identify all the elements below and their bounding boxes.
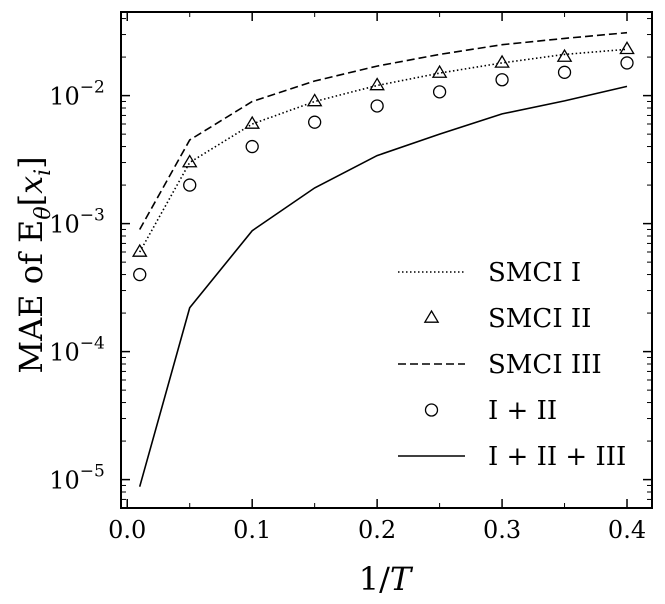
y-tick-label: 10−3 bbox=[49, 206, 105, 239]
data-point-i-ii bbox=[183, 178, 197, 192]
data-point-smci-ii bbox=[619, 41, 635, 55]
x-axis-label: 1/T bbox=[359, 560, 414, 598]
series-line-i-ii-iii bbox=[138, 85, 628, 487]
legend-label-i-ii-iii: I + II + III bbox=[488, 442, 626, 472]
data-point-smci-ii bbox=[494, 54, 510, 68]
legend-label-i-ii: I + II bbox=[488, 396, 557, 426]
legend-label-smci-iii: SMCI III bbox=[488, 350, 602, 380]
series-line-smci-i bbox=[139, 48, 628, 253]
data-point-smci-ii bbox=[181, 154, 198, 168]
series-layer bbox=[131, 31, 635, 487]
x-tick-label: 0.3 bbox=[483, 516, 521, 544]
y-axis-label: MAE of Eθ[xi] bbox=[12, 156, 56, 373]
data-point-i-ii bbox=[557, 65, 572, 79]
x-tick-label: 0.2 bbox=[358, 516, 396, 544]
plot-frame bbox=[120, 11, 653, 509]
data-point-i-ii bbox=[133, 267, 147, 282]
data-point-i-ii bbox=[620, 56, 634, 70]
data-point-smci-ii bbox=[131, 243, 148, 257]
x-tick-label: 0.1 bbox=[233, 516, 271, 544]
y-tick-label: 10−4 bbox=[49, 334, 105, 367]
data-point-i-ii bbox=[245, 139, 259, 154]
x-tick-label: 0.4 bbox=[608, 516, 646, 544]
legend-handle-i-ii bbox=[424, 403, 439, 417]
data-point-smci-ii bbox=[556, 48, 573, 62]
data-point-i-ii bbox=[308, 115, 322, 129]
legend-handle-smci-ii bbox=[423, 309, 440, 323]
legend: SMCI I SMCI II SMCI III I + II I + II + III bbox=[398, 258, 626, 472]
data-point-i-ii bbox=[495, 73, 509, 87]
legend-label-smci-ii: SMCI II bbox=[488, 304, 591, 334]
x-tick-label: 0.0 bbox=[108, 516, 146, 544]
y-tick-label: 10−5 bbox=[49, 462, 105, 495]
y-tick-label: 10−2 bbox=[49, 78, 105, 111]
data-point-i-ii bbox=[432, 85, 447, 99]
data-point-smci-ii bbox=[369, 77, 385, 91]
data-point-smci-ii bbox=[306, 93, 323, 107]
data-point-smci-ii bbox=[244, 115, 260, 129]
axes-layer: 0.0 0.1 0.2 0.3 0.4 10−5 10−4 10−3 10−2 bbox=[49, 11, 653, 544]
series-line-smci-iii bbox=[139, 31, 628, 230]
data-point-i-ii bbox=[370, 99, 384, 113]
legend-label-smci-i: SMCI I bbox=[488, 258, 581, 288]
data-point-smci-ii bbox=[431, 64, 448, 78]
